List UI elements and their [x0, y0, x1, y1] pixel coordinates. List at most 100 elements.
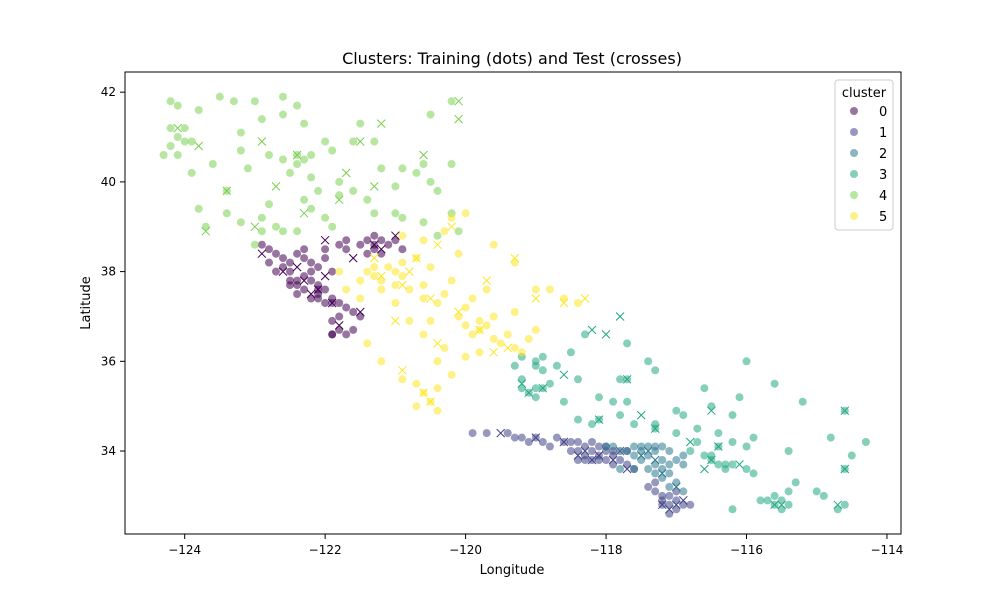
training-point [349, 137, 358, 146]
test-point [376, 244, 386, 254]
training-point [679, 487, 688, 496]
test-point [671, 482, 681, 492]
training-point [552, 433, 561, 442]
training-point [391, 209, 400, 218]
y-tick-label: 40 [101, 175, 116, 189]
training-point [363, 339, 372, 348]
training-point [658, 442, 667, 451]
test-point [503, 343, 513, 353]
test-point [454, 96, 463, 106]
training-point [581, 456, 589, 464]
test-point [369, 253, 379, 263]
training-point [300, 272, 309, 281]
training-point [433, 357, 442, 366]
legend-entry-2: 2 [850, 147, 887, 162]
training-point [300, 195, 309, 204]
legend-marker [850, 191, 858, 199]
legend-marker [850, 107, 858, 115]
training-point [173, 101, 182, 110]
x-tick-label: −116 [730, 543, 763, 557]
training-point [517, 433, 526, 442]
legend-entry-4: 4 [850, 189, 887, 204]
training-point [574, 456, 582, 464]
y-tick-label: 34 [101, 444, 116, 458]
training-point [833, 505, 842, 514]
training-point [559, 294, 568, 303]
training-point [672, 505, 681, 514]
legend-entries: 0 1 2 3 4 5 [850, 105, 887, 225]
training-point [574, 447, 582, 455]
test-point [700, 464, 709, 474]
training-point [468, 294, 477, 303]
training-point [440, 227, 449, 236]
training-point [166, 142, 175, 150]
training-point [566, 348, 575, 357]
training-point [201, 222, 210, 231]
test-point [608, 455, 618, 465]
test-point [292, 150, 302, 160]
training-point [377, 164, 386, 173]
training-point [679, 411, 688, 420]
training-point [707, 451, 716, 460]
training-point [454, 312, 463, 321]
training-point [482, 321, 491, 330]
training-point [672, 487, 681, 496]
training-point [398, 164, 407, 173]
training-point [623, 397, 632, 406]
training-point [412, 168, 421, 177]
training-point [363, 236, 372, 245]
legend-label: 4 [879, 189, 887, 204]
test-point [594, 451, 604, 460]
points-layer [159, 92, 870, 518]
training-point [335, 299, 344, 307]
training-point [658, 465, 667, 473]
training-point [328, 222, 337, 231]
training-point [194, 204, 203, 213]
test-point [355, 137, 365, 146]
training-point [735, 393, 744, 402]
training-point [370, 245, 379, 254]
training-point [503, 330, 512, 339]
training-point [679, 451, 688, 460]
x-tick-label: −122 [309, 543, 342, 557]
training-point [812, 487, 821, 496]
training-point [588, 420, 596, 429]
training-point [742, 357, 751, 366]
training-point [356, 240, 365, 249]
training-point [433, 231, 442, 240]
training-point [658, 491, 667, 500]
training-point [651, 487, 660, 496]
training-point [307, 204, 316, 213]
training-point [328, 316, 337, 325]
training-point [293, 281, 302, 290]
training-point [595, 456, 603, 464]
test-point [299, 276, 309, 285]
legend-marker [850, 128, 858, 136]
training-point [630, 420, 639, 429]
training-point [461, 321, 470, 330]
legend-entry-5: 5 [850, 210, 887, 225]
training-point [566, 438, 575, 446]
test-point [433, 240, 442, 250]
training-point [630, 442, 639, 451]
training-point [777, 505, 786, 514]
test-point [671, 500, 681, 510]
test-point [777, 500, 786, 510]
training-point [861, 438, 870, 446]
training-point [651, 366, 660, 375]
series-cluster-3 [510, 312, 870, 514]
training-point [279, 155, 287, 164]
training-point [784, 500, 793, 509]
test-point [334, 321, 344, 330]
training-point [377, 249, 386, 258]
test-point [222, 186, 232, 196]
training-point [419, 330, 428, 339]
training-point [166, 97, 175, 106]
training-point [574, 375, 582, 384]
training-point [623, 447, 632, 455]
training-point [426, 177, 435, 186]
training-point [300, 254, 309, 263]
training-point [623, 339, 632, 348]
